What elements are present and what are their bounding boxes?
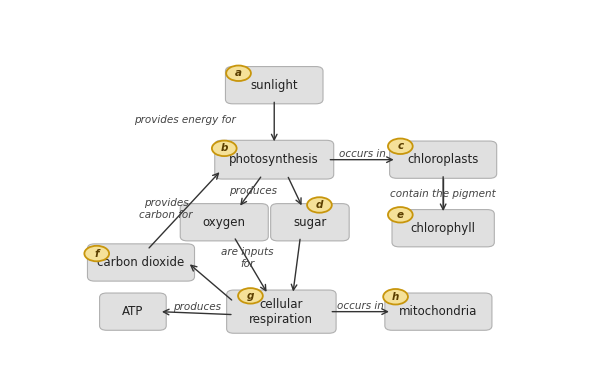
FancyBboxPatch shape — [385, 293, 492, 330]
Circle shape — [212, 140, 236, 156]
Circle shape — [388, 207, 413, 223]
Circle shape — [383, 289, 408, 305]
Circle shape — [84, 246, 109, 261]
Text: d: d — [316, 200, 323, 210]
Text: f: f — [95, 248, 99, 259]
Text: sugar: sugar — [293, 216, 327, 229]
Text: ATP: ATP — [122, 305, 144, 318]
Text: occurs in: occurs in — [337, 301, 384, 311]
FancyBboxPatch shape — [215, 140, 334, 179]
Text: sunlight: sunlight — [251, 79, 298, 92]
Text: carbon dioxide: carbon dioxide — [98, 256, 185, 269]
FancyBboxPatch shape — [227, 290, 336, 333]
Text: chloroplasts: chloroplasts — [408, 153, 479, 166]
Text: are inputs
for: are inputs for — [221, 247, 273, 269]
Text: a: a — [235, 68, 242, 78]
Text: oxygen: oxygen — [203, 216, 246, 229]
Text: contain the pigment: contain the pigment — [391, 189, 496, 199]
FancyBboxPatch shape — [99, 293, 166, 330]
Circle shape — [238, 288, 263, 304]
FancyBboxPatch shape — [271, 204, 349, 241]
Text: c: c — [397, 141, 403, 151]
Text: h: h — [392, 292, 399, 302]
FancyBboxPatch shape — [225, 67, 323, 104]
Text: chlorophyll: chlorophyll — [411, 222, 476, 235]
Text: mitochondria: mitochondria — [399, 305, 478, 318]
Text: cellular
respiration: cellular respiration — [249, 298, 313, 325]
Text: produces: produces — [173, 302, 220, 312]
FancyBboxPatch shape — [392, 210, 494, 247]
Text: provides
carbon for: provides carbon for — [139, 198, 193, 220]
FancyBboxPatch shape — [390, 141, 497, 178]
Text: g: g — [247, 291, 254, 301]
Text: produces: produces — [229, 186, 277, 196]
Text: e: e — [397, 210, 404, 220]
Text: photosynthesis: photosynthesis — [230, 153, 319, 166]
Circle shape — [226, 65, 251, 81]
Circle shape — [388, 139, 413, 154]
Text: b: b — [220, 143, 228, 153]
Text: occurs in: occurs in — [339, 149, 386, 159]
Circle shape — [307, 197, 332, 213]
Text: provides energy for: provides energy for — [134, 115, 236, 125]
FancyBboxPatch shape — [181, 204, 268, 241]
FancyBboxPatch shape — [87, 244, 195, 281]
